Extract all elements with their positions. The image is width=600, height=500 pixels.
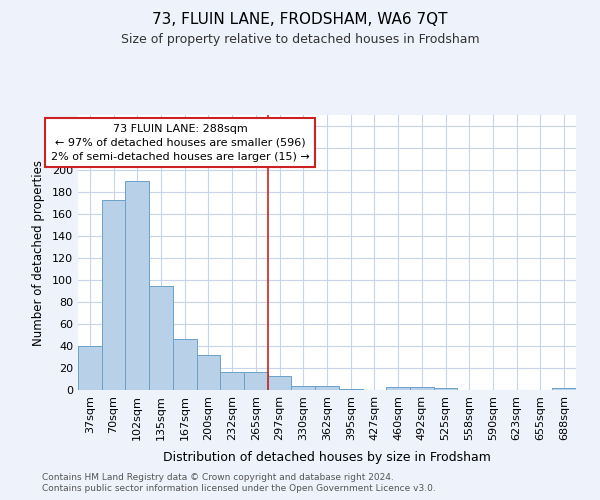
Text: Contains public sector information licensed under the Open Government Licence v3: Contains public sector information licen…	[42, 484, 436, 493]
Bar	[292, 386, 315, 390]
Bar	[173, 340, 197, 390]
Bar	[78, 346, 102, 390]
Bar	[220, 372, 244, 390]
Text: Size of property relative to detached houses in Frodsham: Size of property relative to detached ho…	[121, 32, 479, 46]
Y-axis label: Number of detached properties: Number of detached properties	[32, 160, 45, 346]
Text: 73, FLUIN LANE, FRODSHAM, WA6 7QT: 73, FLUIN LANE, FRODSHAM, WA6 7QT	[152, 12, 448, 28]
Bar	[102, 200, 125, 390]
Bar	[125, 181, 149, 390]
Bar	[268, 376, 292, 390]
Bar	[434, 388, 457, 390]
X-axis label: Distribution of detached houses by size in Frodsham: Distribution of detached houses by size …	[163, 451, 491, 464]
Bar	[315, 386, 339, 390]
Bar	[552, 388, 576, 390]
Bar	[149, 286, 173, 390]
Text: Contains HM Land Registry data © Crown copyright and database right 2024.: Contains HM Land Registry data © Crown c…	[42, 472, 394, 482]
Bar	[197, 355, 220, 390]
Bar	[244, 372, 268, 390]
Bar	[339, 389, 362, 390]
Text: 73 FLUIN LANE: 288sqm
← 97% of detached houses are smaller (596)
2% of semi-deta: 73 FLUIN LANE: 288sqm ← 97% of detached …	[50, 124, 310, 162]
Bar	[386, 386, 410, 390]
Bar	[410, 386, 434, 390]
